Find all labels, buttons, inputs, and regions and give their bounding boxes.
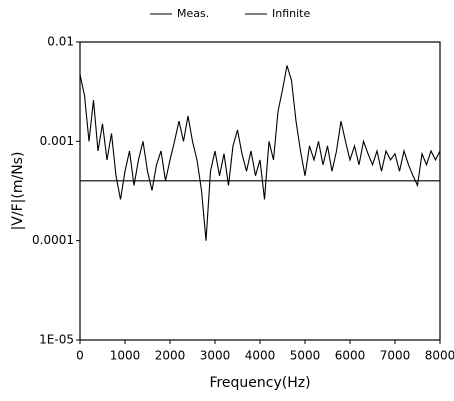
legend-label: Meas.: [177, 7, 209, 20]
x-tick-label: 0: [76, 349, 84, 363]
y-axis-label: |V/F|(m/Ns): [10, 152, 26, 231]
x-axis-label: Frequency(Hz): [209, 375, 310, 391]
x-tick-label: 6000: [335, 349, 366, 363]
y-tick-label: 0.001: [40, 134, 74, 148]
y-tick-label: 0.01: [47, 35, 74, 49]
x-tick-label: 8000: [425, 349, 454, 363]
series-line: [79, 65, 441, 241]
y-tick-label: 0.0001: [32, 233, 74, 247]
legend-label: Infinite: [272, 7, 310, 20]
x-tick-label: 2000: [155, 349, 186, 363]
x-tick-label: 5000: [290, 349, 321, 363]
x-tick-label: 7000: [380, 349, 411, 363]
x-tick-label: 4000: [245, 349, 276, 363]
x-tick-label: 1000: [110, 349, 141, 363]
y-tick-label: 1E-05: [39, 333, 74, 347]
plot-frame: [79, 41, 441, 341]
x-tick-label: 3000: [200, 349, 231, 363]
